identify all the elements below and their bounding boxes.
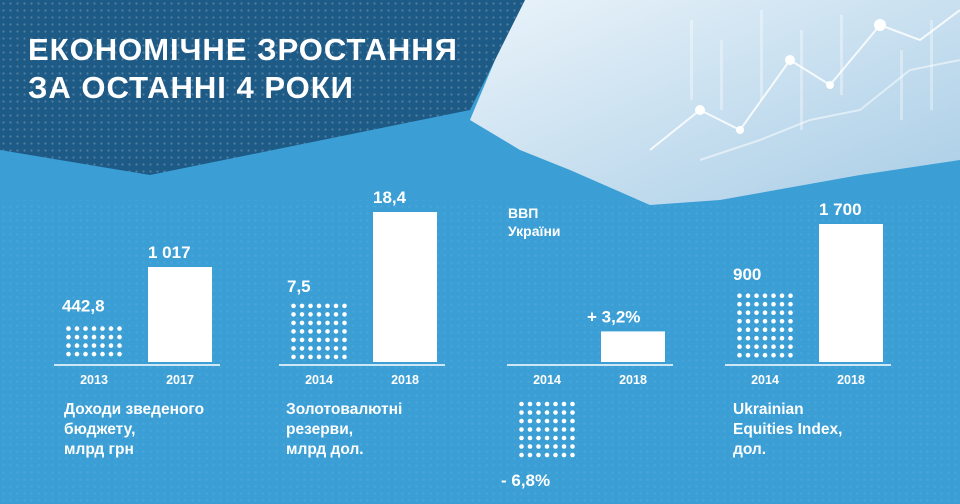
chart-2-tick-2014: 2014 (305, 373, 333, 387)
page-title-line-1: ЕКОНОМІЧНЕ ЗРОСТАННЯ (28, 32, 458, 67)
chart-3-bar-2018 (601, 331, 665, 362)
chart-2-caption: Золотовалютні резерви, млрд дол. (286, 401, 403, 458)
chart-1-bar-2017 (148, 267, 212, 362)
page-title-line-2: ЗА ОСТАННІ 4 РОКИ (28, 70, 354, 105)
chart-1-caption: Доходи зведеного бюджету, млрд грн (64, 401, 205, 458)
chart-4-bar-2018 (819, 224, 883, 362)
chart-3-tick-2018: 2018 (619, 373, 647, 387)
chart-2-bar-2018 (373, 212, 437, 362)
chart-4-tick-2014: 2014 (751, 373, 779, 387)
stock-chart-decoration (649, 9, 960, 161)
stock-chart-glows (695, 19, 886, 134)
chart-4-caption: Ukrainian Equities Index, дол. (733, 401, 843, 458)
chart-4-value-label-2014: 900 (733, 265, 761, 284)
chart-3-bar-2014 (519, 401, 575, 458)
chart-1-tick-2017: 2017 (166, 373, 194, 387)
chart-2-value-label-2018: 18,4 (373, 188, 407, 207)
header-halftone (0, 0, 525, 175)
chart-1-tick-2013: 2013 (80, 373, 108, 387)
chart-3-title: ВВП України (508, 205, 561, 239)
chart-1-value-label-2013: 442,8 (62, 297, 105, 316)
chart-3-value-label-2014: - 6,8% (501, 471, 550, 490)
chart-1-value-label-2017: 1 017 (148, 243, 191, 262)
chart-2-tick-2018: 2018 (391, 373, 419, 387)
chart-3-tick-2014: 2014 (533, 373, 561, 387)
chart-3-value-label-2018: + 3,2% (587, 307, 640, 326)
chart-2-bar-2014 (291, 303, 347, 360)
chart-2-value-label-2014: 7,5 (287, 277, 311, 296)
chart-4-tick-2018: 2018 (837, 373, 865, 387)
chart-4-bar-2014 (737, 293, 793, 358)
chart-1-bar-2013 (66, 326, 122, 357)
chart-4-value-label-2018: 1 700 (819, 200, 862, 219)
stock-chart-bars (690, 10, 933, 130)
stock-chart-photo (470, 0, 960, 205)
